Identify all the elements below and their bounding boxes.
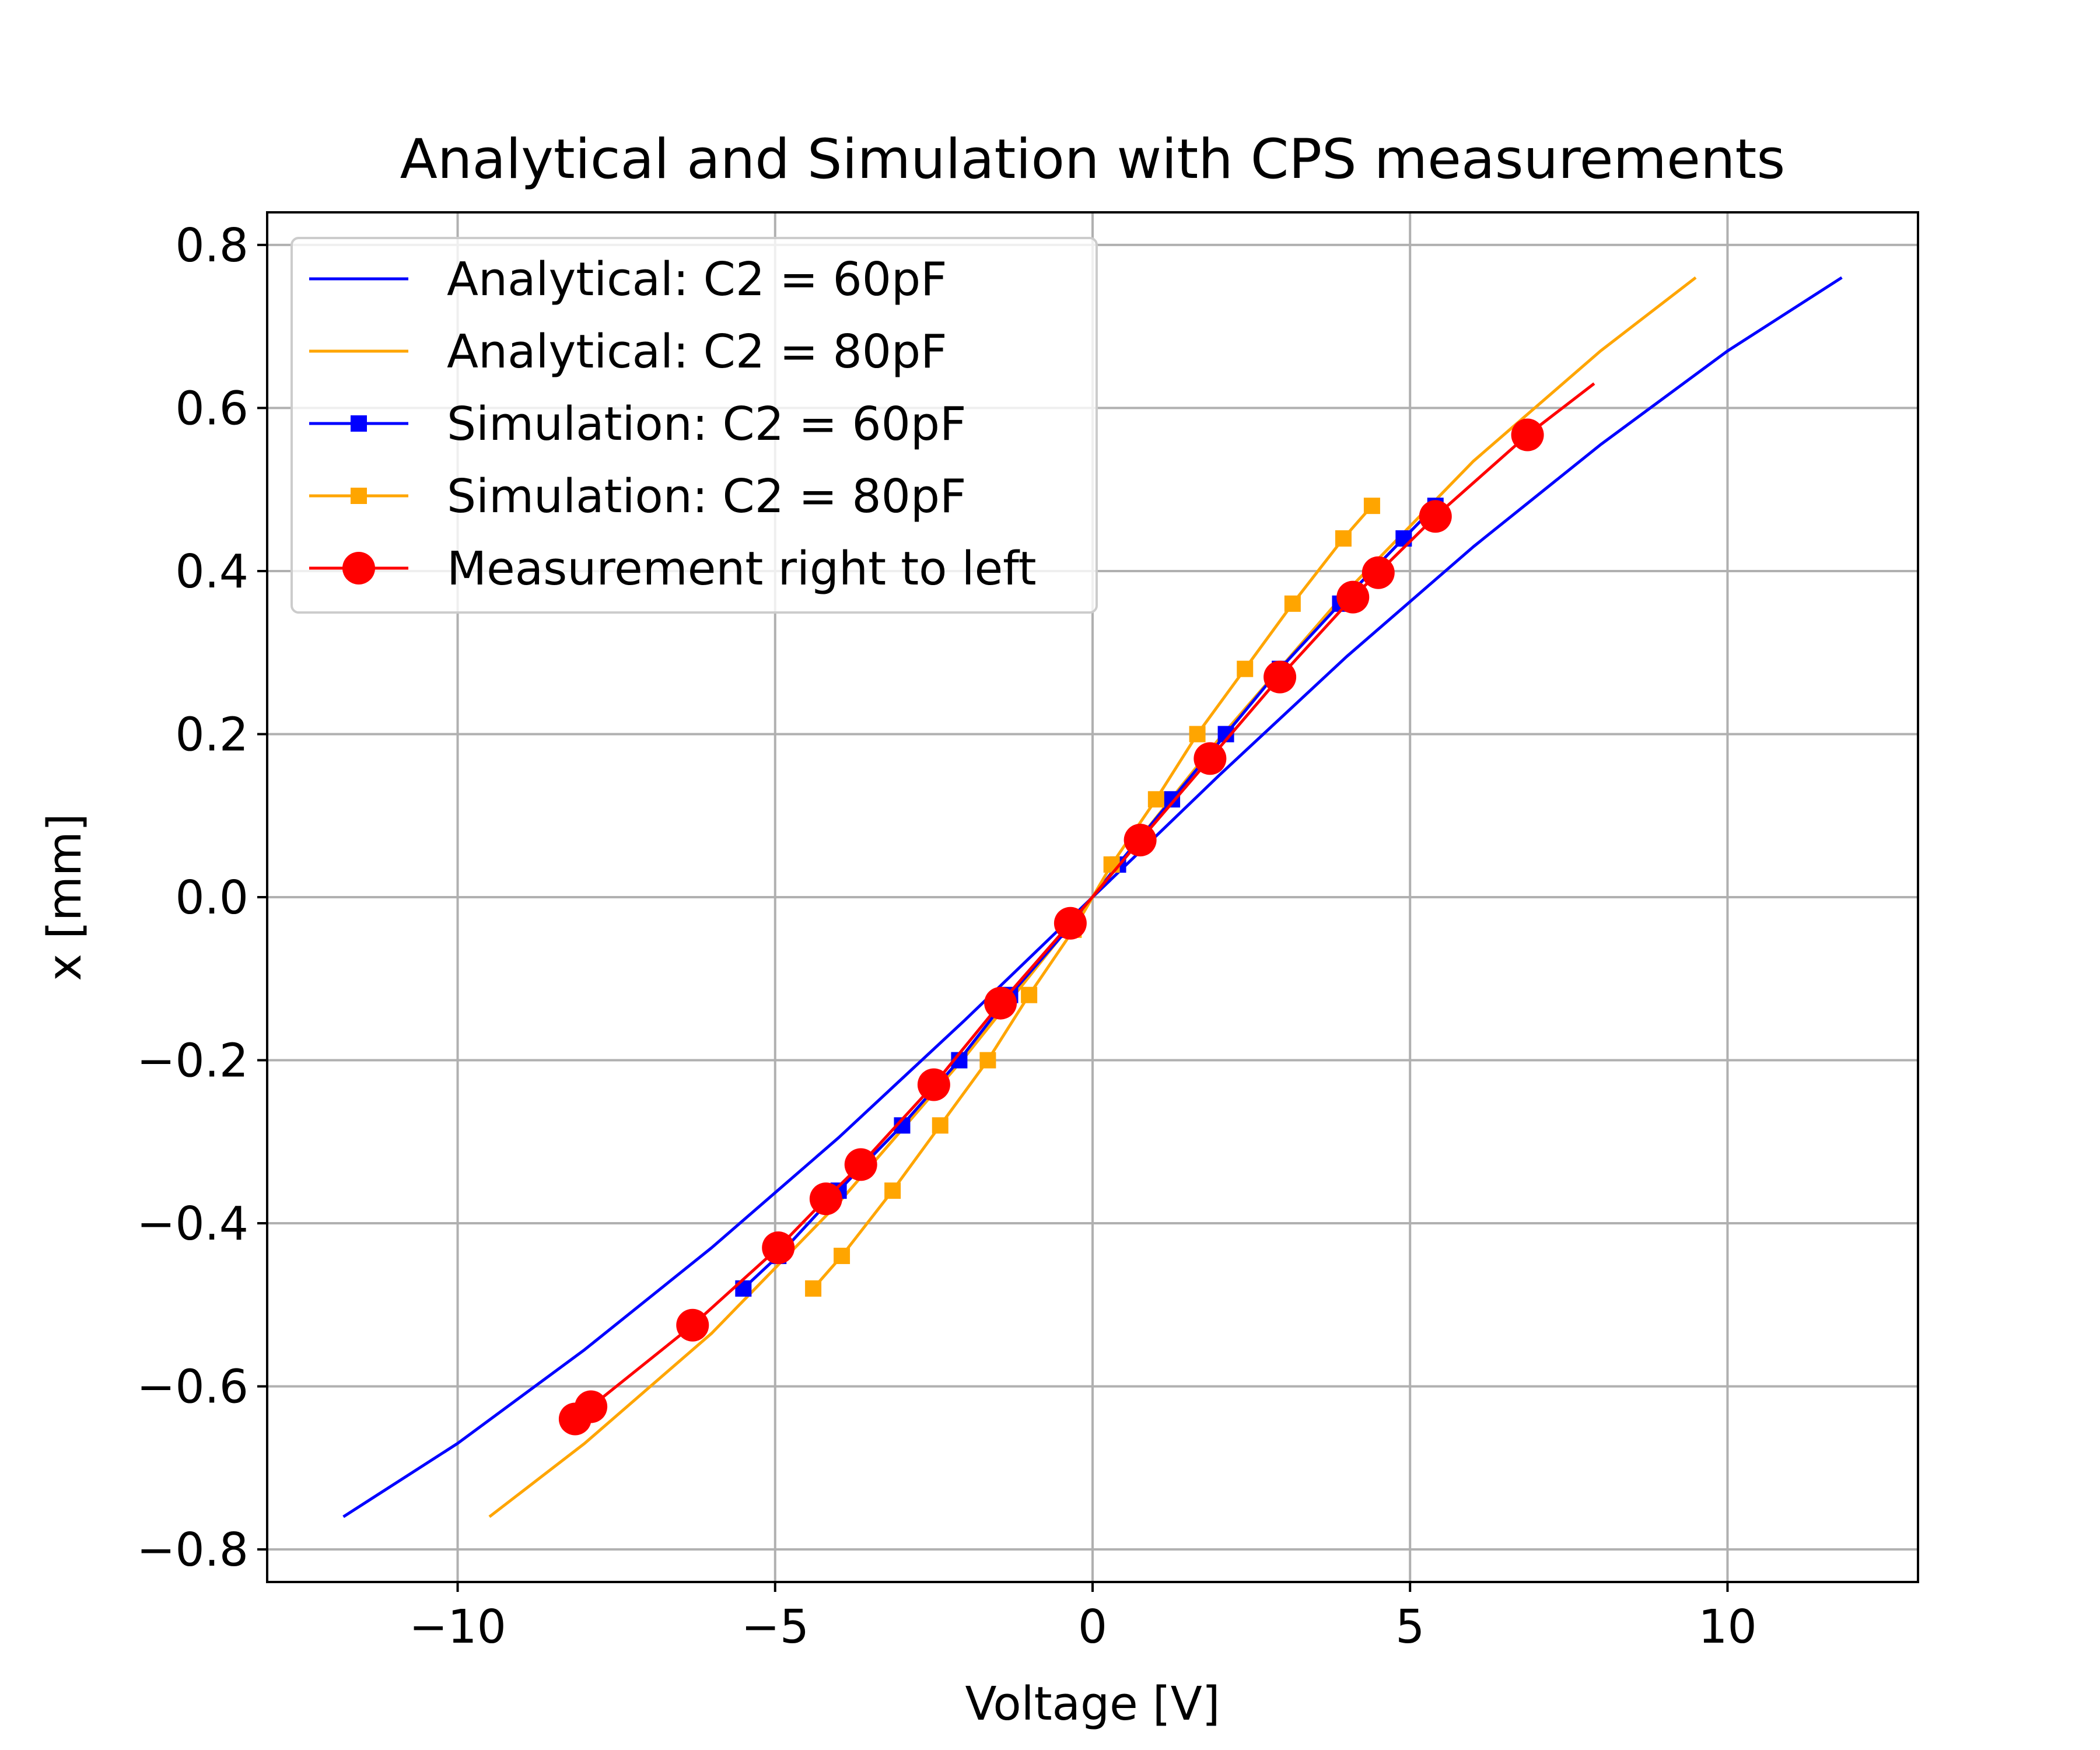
legend-item: Simulation: C2 = 80pF <box>309 470 967 523</box>
x-tick-label: 0 <box>1078 1600 1107 1654</box>
y-tick-label: 0.0 <box>175 871 249 925</box>
x-tick-label: 10 <box>1698 1600 1757 1654</box>
legend-label: Measurement right to left <box>447 542 1037 596</box>
legend: Analytical: C2 = 60pF Analytical: C2 = 80… <box>290 237 1098 614</box>
series-4 <box>558 382 1595 1436</box>
data-point <box>1511 418 1544 452</box>
x-axis: −10 −5 0 5 10 <box>409 1582 1757 1654</box>
data-point <box>1284 595 1301 612</box>
data-point <box>932 1117 949 1134</box>
legend-item: Measurement right to left <box>309 542 1037 596</box>
data-point <box>1395 530 1412 547</box>
legend-item: Analytical: C2 = 60pF <box>309 253 947 306</box>
data-point <box>1419 500 1452 533</box>
legend-marker <box>351 415 367 432</box>
legend-label: Simulation: C2 = 80pF <box>447 470 967 523</box>
data-point <box>1194 742 1227 775</box>
data-point <box>979 1052 996 1069</box>
data-point <box>809 1182 842 1216</box>
x-tick-label: 5 <box>1395 1600 1424 1654</box>
y-tick-label: −0.4 <box>136 1197 249 1251</box>
y-tick-label: −0.6 <box>136 1360 249 1414</box>
data-point <box>1103 856 1120 873</box>
legend-item: Simulation: C2 = 60pF <box>309 397 967 451</box>
legend-item: Analytical: C2 = 80pF <box>309 325 947 379</box>
chart-title: Analytical and Simulation with CPS measu… <box>400 128 1786 191</box>
data-point <box>1335 530 1352 547</box>
data-point <box>1264 660 1297 694</box>
x-tick-label: −5 <box>741 1600 809 1654</box>
plot-area <box>342 276 1843 1518</box>
data-point <box>1021 986 1038 1003</box>
legend-marker <box>351 488 367 504</box>
legend-label: Analytical: C2 = 80pF <box>447 325 947 379</box>
x-axis-label: Voltage [V] <box>965 1677 1220 1731</box>
data-point <box>984 986 1017 1020</box>
data-point <box>1124 824 1157 857</box>
legend-label: Simulation: C2 = 60pF <box>447 397 967 451</box>
data-point <box>575 1390 608 1423</box>
data-point <box>676 1308 709 1342</box>
data-point <box>1237 660 1254 677</box>
legend-marker <box>342 552 375 584</box>
legend-box <box>290 237 1098 614</box>
y-tick-label: 0.6 <box>175 382 249 435</box>
data-point <box>1336 580 1370 614</box>
data-point <box>762 1231 795 1264</box>
y-tick-label: 0.4 <box>175 545 249 598</box>
y-tick-label: 0.8 <box>175 219 249 272</box>
data-point <box>1189 726 1206 743</box>
legend-label: Analytical: C2 = 60pF <box>447 253 947 306</box>
data-point <box>1363 498 1380 514</box>
x-tick-label: −10 <box>409 1600 506 1654</box>
y-tick-label: −0.8 <box>136 1523 249 1577</box>
data-point <box>884 1182 901 1199</box>
data-point <box>1054 907 1087 940</box>
y-axis: −0.8 −0.6 −0.4 −0.2 0.0 0.2 0.4 0.6 0.8 <box>136 219 267 1577</box>
y-tick-label: −0.2 <box>136 1034 249 1088</box>
data-point <box>1147 791 1164 808</box>
data-point <box>834 1247 850 1264</box>
data-point <box>917 1068 950 1101</box>
y-tick-label: 0.2 <box>175 708 249 761</box>
y-axis-label: x [mm] <box>38 813 92 981</box>
data-point <box>1362 556 1395 589</box>
data-point <box>805 1280 822 1297</box>
data-point <box>844 1148 877 1181</box>
